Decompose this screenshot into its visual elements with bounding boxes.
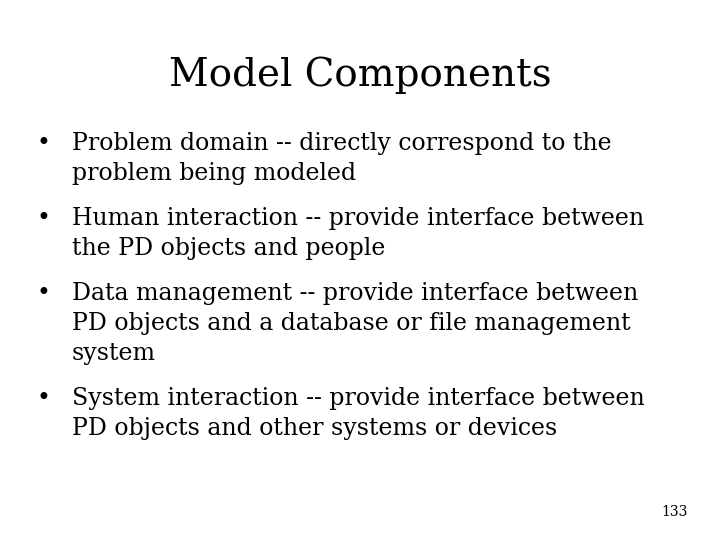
Text: System interaction -- provide interface between: System interaction -- provide interface … (72, 388, 644, 410)
Text: •: • (36, 388, 50, 410)
Text: •: • (36, 207, 50, 231)
Text: Human interaction -- provide interface between: Human interaction -- provide interface b… (72, 207, 644, 231)
Text: PD objects and a database or file management: PD objects and a database or file manage… (72, 312, 631, 335)
Text: 133: 133 (661, 505, 688, 519)
Text: •: • (36, 132, 50, 156)
Text: Model Components: Model Components (168, 57, 552, 94)
Text: system: system (72, 342, 156, 366)
Text: PD objects and other systems or devices: PD objects and other systems or devices (72, 417, 557, 441)
Text: the PD objects and people: the PD objects and people (72, 238, 385, 260)
Text: •: • (36, 282, 50, 306)
Text: Problem domain -- directly correspond to the: Problem domain -- directly correspond to… (72, 132, 611, 156)
Text: Data management -- provide interface between: Data management -- provide interface bet… (72, 282, 638, 306)
Text: problem being modeled: problem being modeled (72, 162, 356, 185)
